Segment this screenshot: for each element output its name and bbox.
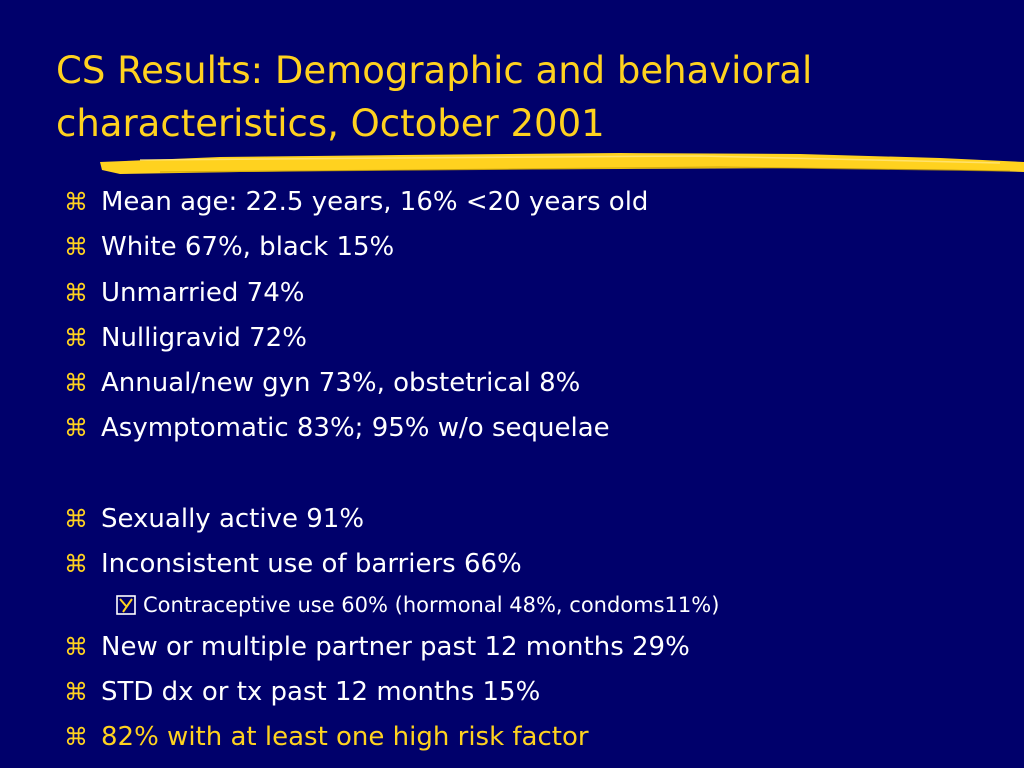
command-key-icon: ⌘ — [64, 324, 88, 352]
command-key-icon: ⌘ — [64, 188, 88, 216]
bullet-barriers: ⌘ Inconsistent use of barriers 66% — [0, 544, 1024, 584]
title-line-2: characteristics, October 2001 — [56, 102, 605, 145]
bullet-nulligravid: ⌘ Nulligravid 72% — [0, 318, 1024, 358]
sub-bullet-contraceptive: Contraceptive use 60% (hormonal 48%, con… — [0, 585, 1024, 625]
title-line-1: CS Results: Demographic and behavioral — [56, 49, 813, 92]
bullet-visit-type: ⌘ Annual/new gyn 73%, obstetrical 8% — [0, 363, 1024, 403]
checkbox-y-icon — [116, 595, 136, 615]
command-key-icon: ⌘ — [64, 723, 88, 751]
command-key-icon: ⌘ — [64, 678, 88, 706]
bullet-partners: ⌘ New or multiple partner past 12 months… — [0, 627, 1024, 667]
bullet-asymptomatic: ⌘ Asymptomatic 83%; 95% w/o sequelae — [0, 408, 1024, 448]
command-key-icon: ⌘ — [64, 414, 88, 442]
bullet-race: ⌘ White 67%, black 15% — [0, 227, 1024, 267]
command-key-icon: ⌘ — [64, 505, 88, 533]
slide-title: CS Results: Demographic and behavioral c… — [56, 44, 996, 150]
bullet-unmarried: ⌘ Unmarried 74% — [0, 273, 1024, 313]
command-key-icon: ⌘ — [64, 233, 88, 261]
bullet-mean-age: ⌘ Mean age: 22.5 years, 16% <20 years ol… — [0, 182, 1024, 222]
command-key-icon: ⌘ — [64, 369, 88, 397]
command-key-icon: ⌘ — [64, 279, 88, 307]
command-key-icon: ⌘ — [64, 633, 88, 661]
bullet-std-history: ⌘ STD dx or tx past 12 months 15% — [0, 672, 1024, 712]
bullet-sexually-active: ⌘ Sexually active 91% — [0, 499, 1024, 539]
title-underline-brushstroke — [100, 153, 1024, 174]
bullet-high-risk-summary: ⌘ 82% with at least one high risk factor — [0, 717, 1024, 757]
command-key-icon: ⌘ — [64, 550, 88, 578]
